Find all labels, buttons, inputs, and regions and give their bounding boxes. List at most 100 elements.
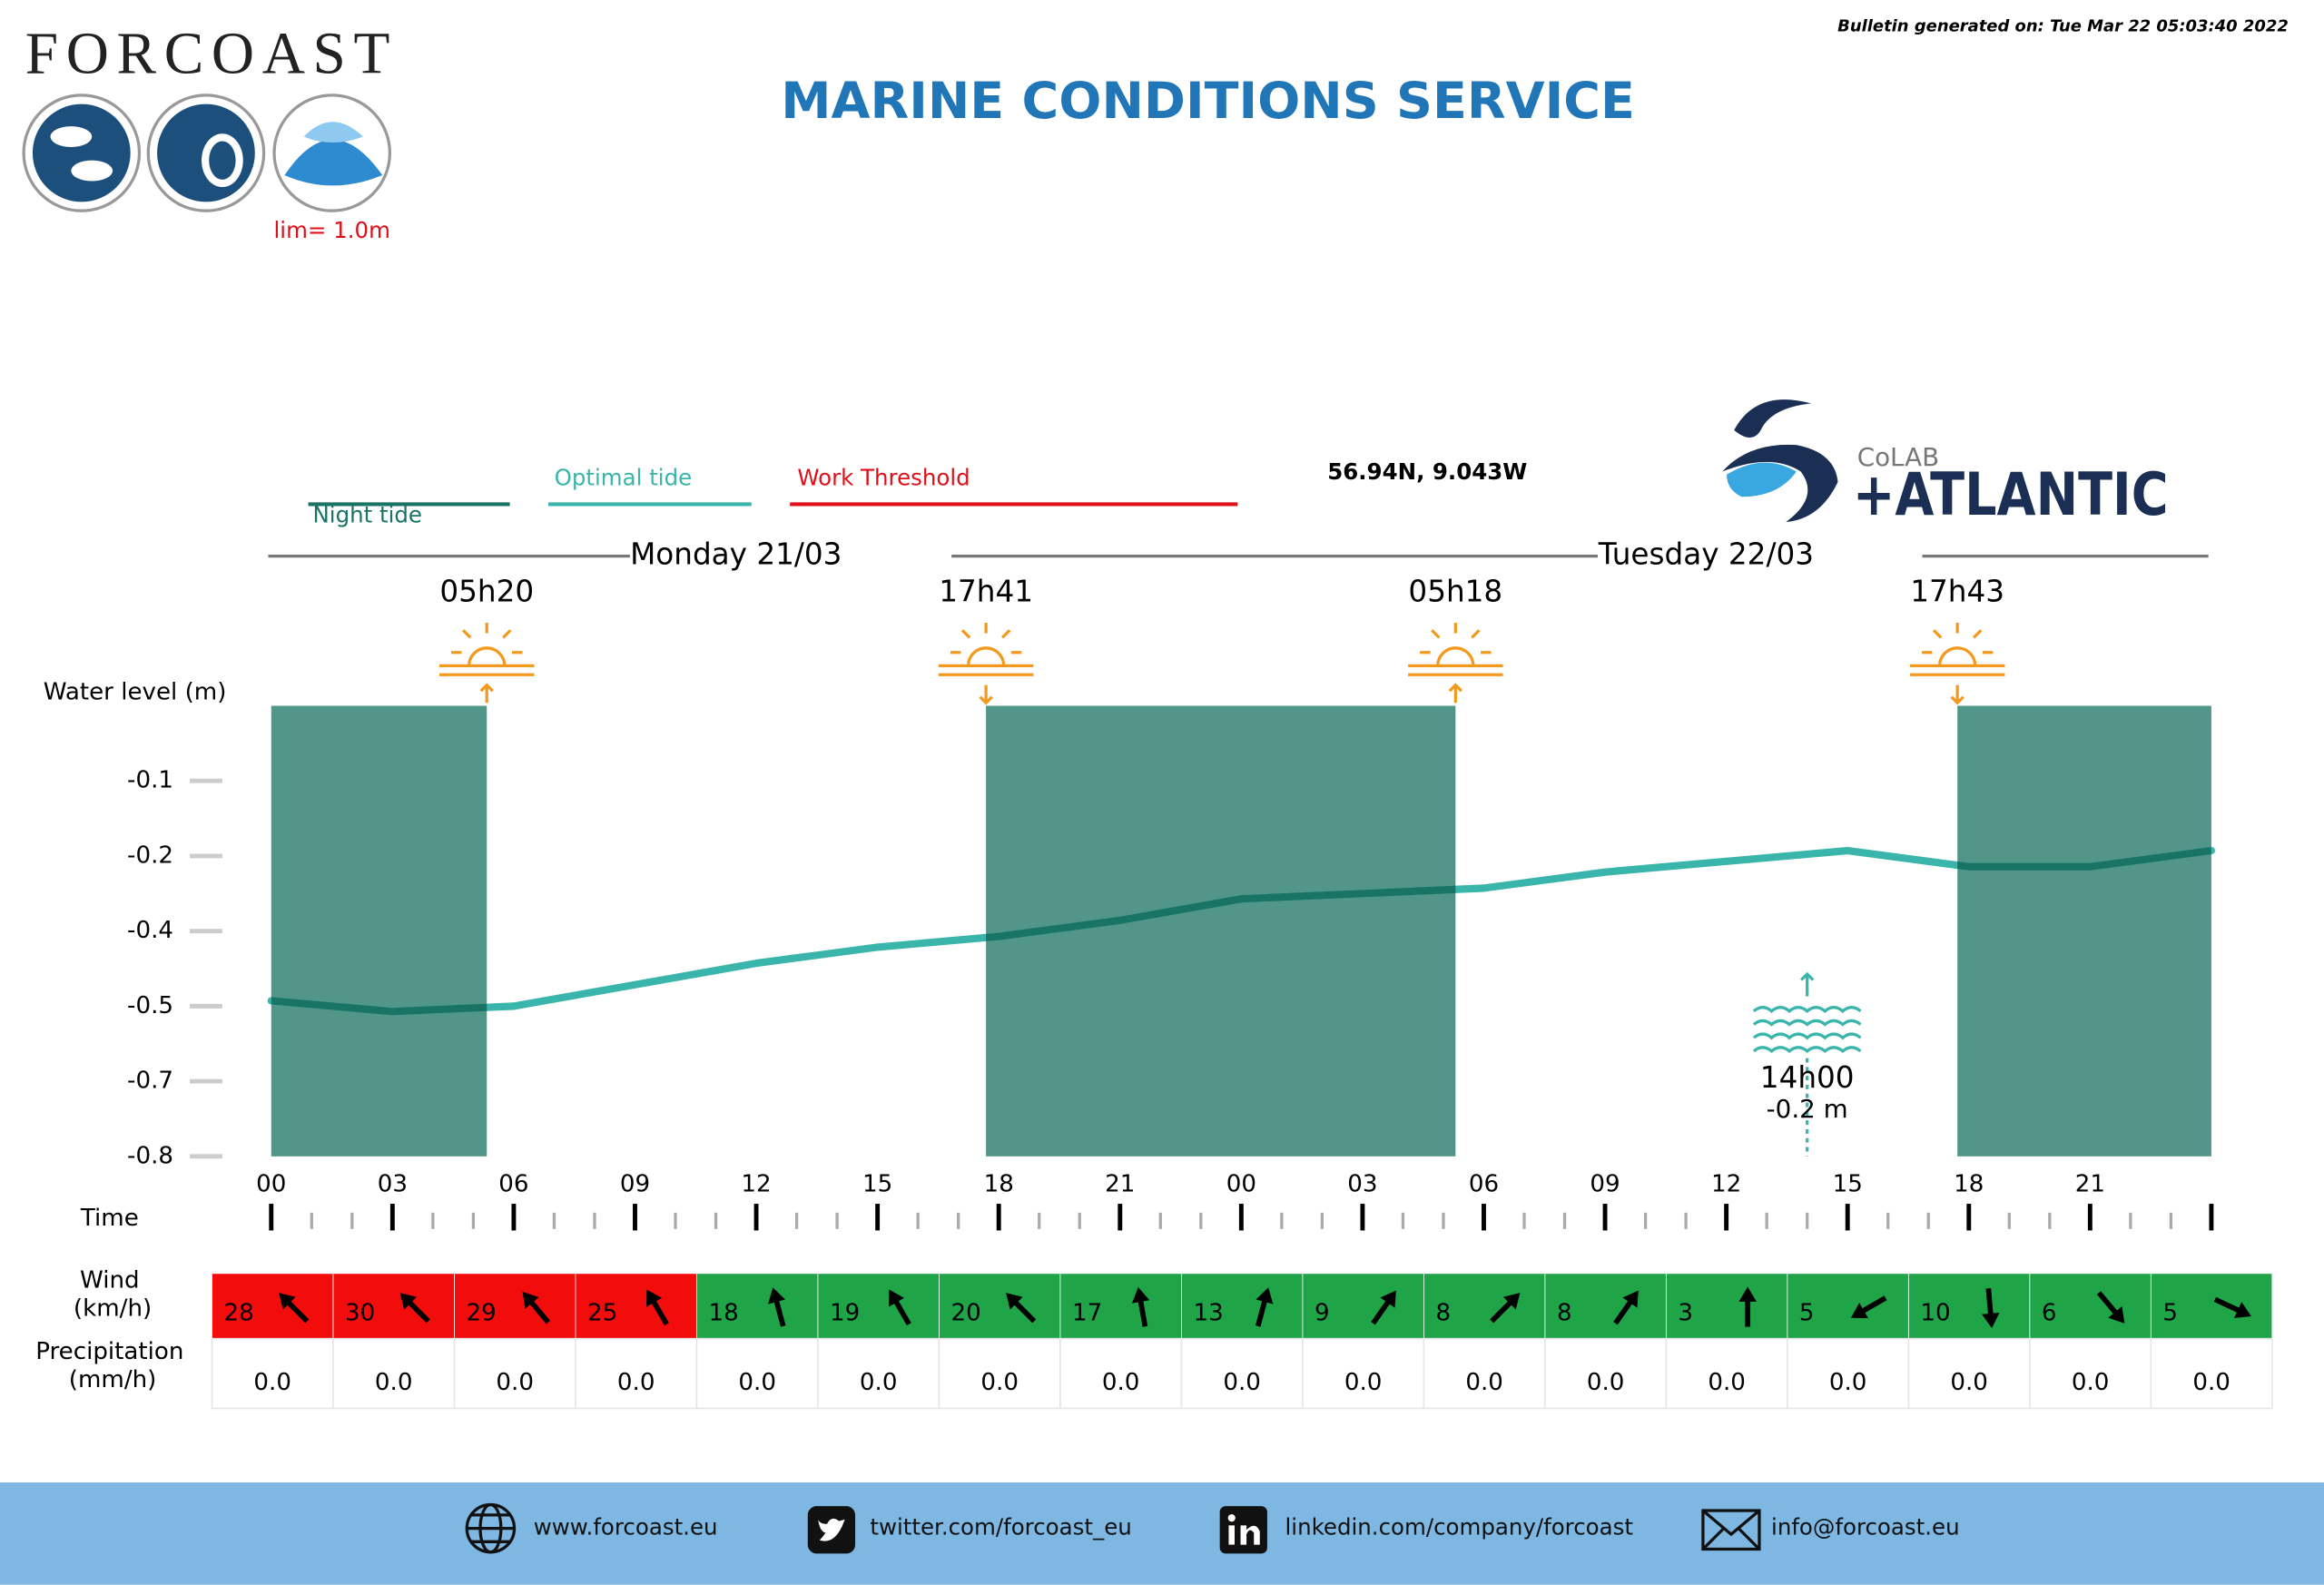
high-tide-marker xyxy=(1752,971,1862,1157)
precip-value: 0.0 xyxy=(1950,1369,1988,1396)
wind-speed: 29 xyxy=(467,1299,497,1326)
x-tick-label: 09 xyxy=(1590,1170,1620,1197)
day-label: Tuesday 22/03 xyxy=(1598,537,1814,572)
arrow-shaft xyxy=(1137,1298,1148,1327)
precip-cell xyxy=(817,1337,940,1410)
arrow-head xyxy=(1502,1293,1521,1310)
x-axis-title: Time xyxy=(80,1205,139,1232)
footer-link[interactable]: info@forcoast.eu xyxy=(1771,1514,1960,1541)
arrow-head xyxy=(1850,1303,1868,1319)
sun-arc xyxy=(966,646,1006,666)
high-tide-arrow xyxy=(1799,971,1815,997)
precip-value: 0.0 xyxy=(1102,1369,1140,1396)
wind-speed: 18 xyxy=(709,1299,739,1326)
wind-arrow xyxy=(522,1291,551,1324)
wind-speed: 30 xyxy=(345,1299,375,1326)
arrow-shaft xyxy=(527,1299,551,1324)
arrow-head xyxy=(1622,1290,1639,1308)
x-tick-label: 21 xyxy=(1105,1170,1135,1197)
wind-cell xyxy=(1907,1273,2031,1340)
wind-cell xyxy=(1665,1273,1788,1340)
precip-cell xyxy=(1907,1337,2031,1410)
wind-speed: 9 xyxy=(1315,1299,1330,1326)
precip-cell xyxy=(1665,1337,1788,1410)
arrow-shaft xyxy=(2096,1291,2120,1316)
arrow-head xyxy=(768,1287,786,1304)
wind-arrow xyxy=(1490,1293,1521,1324)
wind-speed: 20 xyxy=(950,1299,980,1326)
arrow-up xyxy=(479,683,494,704)
footer-link[interactable]: twitter.com/forcoast_eu xyxy=(870,1514,1131,1541)
arrow-shaft xyxy=(892,1298,911,1326)
horizon xyxy=(1909,664,2005,676)
sun-time: 17h43 xyxy=(1910,574,2004,608)
arrow-shaft xyxy=(1613,1298,1634,1325)
arrow-head xyxy=(888,1289,904,1307)
y-tick-label: -0.5 xyxy=(127,992,173,1019)
arrow-shaft xyxy=(650,1298,669,1326)
precip-value: 0.0 xyxy=(738,1369,776,1396)
arrow-head xyxy=(1738,1286,1757,1302)
footer-link[interactable]: linkedin.com/company/forcoast xyxy=(1285,1514,1634,1541)
wind-arrow xyxy=(1738,1286,1757,1327)
wind-arrow xyxy=(2096,1291,2125,1324)
wind-speed: 3 xyxy=(1678,1299,1693,1326)
y-axis-title: Water level (m) xyxy=(44,678,227,705)
precip-cell xyxy=(1302,1337,1425,1410)
precip-cell xyxy=(938,1337,1061,1410)
wind-cell xyxy=(939,1273,1061,1340)
arrow-shaft xyxy=(1490,1299,1514,1324)
wind-arrow xyxy=(888,1289,911,1326)
precip-value: 0.0 xyxy=(375,1369,413,1396)
precip-value: 0.0 xyxy=(1223,1369,1261,1396)
arrow-head xyxy=(1006,1293,1023,1310)
sun-arc xyxy=(468,646,507,666)
sun-arc xyxy=(1937,646,1977,666)
day-label: Monday 21/03 xyxy=(630,537,842,572)
x-tick-label: 03 xyxy=(1347,1170,1377,1197)
sun-icon: 05h18 xyxy=(1408,574,1503,704)
wind-arrow xyxy=(1131,1286,1150,1327)
precip-cell xyxy=(1787,1337,1910,1410)
precip-cell xyxy=(575,1337,698,1410)
arrow-head xyxy=(1981,1312,2000,1329)
logo-icons xyxy=(22,94,392,212)
horizon xyxy=(938,664,1034,676)
x-tick-label: 15 xyxy=(862,1170,892,1197)
wind-speed: 8 xyxy=(1435,1299,1451,1326)
precip-value: 0.0 xyxy=(1465,1369,1503,1396)
wind-cell xyxy=(454,1273,576,1340)
precip-value: 0.0 xyxy=(617,1369,655,1396)
legend-label: Work Threshold xyxy=(797,465,970,491)
arrow-head xyxy=(645,1289,662,1307)
wind-arrow xyxy=(2213,1296,2251,1318)
night-period xyxy=(271,705,487,1157)
arrow-shaft xyxy=(1012,1299,1037,1324)
arrow-shaft xyxy=(2213,1296,2242,1314)
arrow-head xyxy=(2108,1306,2125,1324)
arrow-head xyxy=(1256,1287,1274,1304)
partner-small: CoLAB xyxy=(1857,442,1939,472)
wind-speed: 10 xyxy=(1920,1299,1950,1326)
wind-cell xyxy=(1059,1273,1182,1340)
partner-logo: CoLAB +ATLANTIC xyxy=(1722,399,2169,529)
precip-value: 0.0 xyxy=(1708,1369,1746,1396)
sun-arc xyxy=(1436,646,1475,666)
location: 56.94N, 9.043W xyxy=(1327,458,1527,485)
wind-cell xyxy=(817,1273,940,1340)
footer-link[interactable]: www.forcoast.eu xyxy=(534,1514,718,1541)
wind-cell xyxy=(2150,1273,2273,1340)
wind-speed: 28 xyxy=(224,1299,254,1326)
precip-value: 0.0 xyxy=(1344,1369,1383,1396)
arrow-shaft xyxy=(773,1298,786,1327)
sun-rays xyxy=(1420,623,1492,655)
precip-cell xyxy=(332,1337,456,1410)
footer-band xyxy=(0,1482,2324,1585)
x-tick-label: 12 xyxy=(1711,1170,1741,1197)
precip-value: 0.0 xyxy=(2072,1369,2110,1396)
wind-arrow xyxy=(768,1287,786,1327)
logo-text: FORCOAST xyxy=(25,22,390,87)
wind-arrow xyxy=(279,1293,310,1324)
arrow-down xyxy=(1950,684,1965,705)
